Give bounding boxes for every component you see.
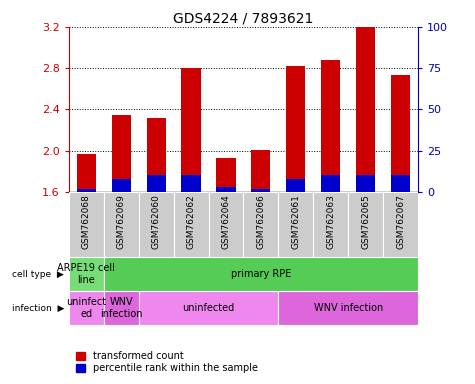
Text: GSM762066: GSM762066 [256, 194, 266, 249]
Text: cell type  ▶: cell type ▶ [12, 270, 64, 279]
Bar [278, 291, 418, 325]
Bar [112, 114, 131, 192]
Bar [286, 179, 305, 192]
Bar [286, 66, 305, 192]
Text: GSM762063: GSM762063 [326, 194, 335, 249]
Text: WNV infection: WNV infection [314, 303, 383, 313]
Bar [209, 192, 243, 257]
Bar [251, 150, 270, 192]
Bar [356, 175, 375, 192]
Bar [174, 192, 209, 257]
Text: GSM762068: GSM762068 [82, 194, 91, 249]
Bar [278, 192, 314, 257]
Bar [69, 192, 104, 257]
Text: uninfect
ed: uninfect ed [66, 297, 106, 319]
Bar [69, 291, 104, 325]
Bar [348, 192, 383, 257]
Bar [321, 60, 340, 192]
Bar [147, 175, 166, 192]
Text: uninfected: uninfected [182, 303, 235, 313]
Text: GSM762061: GSM762061 [291, 194, 300, 249]
Bar [69, 257, 104, 291]
Bar [391, 175, 410, 192]
Text: GSM762064: GSM762064 [221, 194, 230, 249]
Text: GSM762069: GSM762069 [117, 194, 126, 249]
Bar [251, 189, 270, 192]
Text: GSM762067: GSM762067 [396, 194, 405, 249]
Bar [104, 192, 139, 257]
Bar [217, 158, 236, 192]
Title: GDS4224 / 7893621: GDS4224 / 7893621 [173, 12, 314, 26]
Bar [147, 118, 166, 192]
Text: GSM762060: GSM762060 [152, 194, 161, 249]
Bar [356, 27, 375, 192]
Bar [139, 291, 278, 325]
Bar [181, 175, 200, 192]
Bar [243, 192, 278, 257]
Bar [139, 192, 173, 257]
Text: GSM762065: GSM762065 [361, 194, 370, 249]
Bar [112, 179, 131, 192]
Bar [77, 154, 96, 192]
Text: WNV
infection: WNV infection [100, 297, 142, 319]
Bar [391, 75, 410, 192]
Bar [314, 192, 348, 257]
Text: infection  ▶: infection ▶ [12, 303, 64, 313]
Bar [104, 291, 139, 325]
Bar [383, 192, 418, 257]
Legend: transformed count, percentile rank within the sample: transformed count, percentile rank withi… [74, 349, 260, 375]
Bar [77, 189, 96, 192]
Text: primary RPE: primary RPE [231, 269, 291, 279]
Bar [217, 187, 236, 192]
Text: GSM762062: GSM762062 [187, 194, 196, 249]
Bar [321, 175, 340, 192]
Text: ARPE19 cell
line: ARPE19 cell line [57, 263, 115, 285]
Bar [181, 68, 200, 192]
